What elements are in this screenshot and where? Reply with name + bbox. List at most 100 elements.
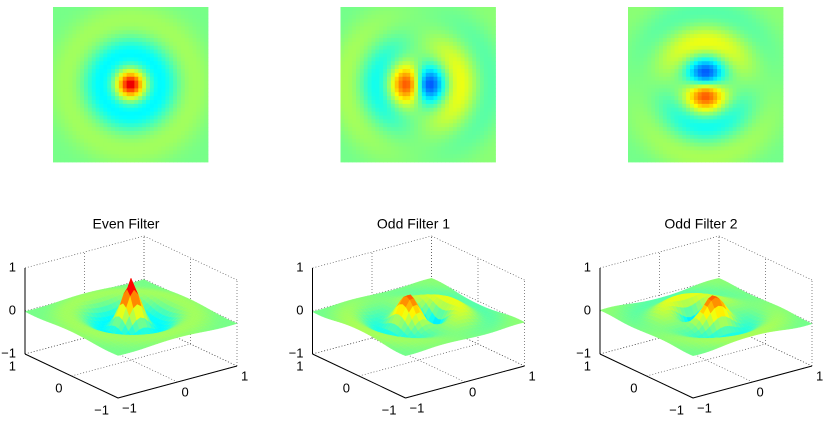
heatmap-cell: [390, 127, 396, 132]
heatmap-cell: [99, 111, 104, 116]
heatmap-cell: [142, 100, 147, 105]
heatmap-cell: [491, 96, 496, 101]
heatmap-cell: [394, 107, 400, 113]
heatmap-cell: [91, 154, 97, 159]
heatmap-cell: [394, 38, 400, 43]
heatmap-cell: [134, 22, 139, 27]
heatmap-cell: [352, 111, 357, 116]
heatmap-cell: [126, 49, 131, 54]
heatmap-cell: [429, 123, 434, 128]
heatmap-cell: [452, 18, 458, 23]
heatmap-cell: [460, 127, 465, 132]
heatmap-cell: [437, 158, 442, 163]
heatmap-cell: [491, 88, 496, 93]
heatmap-cell: [126, 38, 131, 43]
heatmap-cell: [68, 103, 73, 109]
heatmap-cell: [379, 150, 384, 155]
heatmap-cell: [177, 53, 182, 58]
heatmap-cell: [387, 18, 392, 23]
heatmap-cell: [130, 45, 135, 51]
heatmap-cell: [491, 158, 496, 163]
heatmap-cell: [184, 111, 190, 116]
heatmap-cell: [371, 57, 376, 62]
heatmap-cell: [375, 26, 380, 31]
heatmap-cell: [356, 61, 361, 66]
heatmap-cell: [452, 154, 458, 159]
heatmap-cell: [394, 115, 400, 120]
heatmap-cell: [445, 107, 450, 113]
heatmap-cell: [165, 154, 170, 159]
heatmap-cell: [68, 10, 73, 16]
heatmap-cell: [344, 123, 349, 128]
heatmap-cell: [429, 10, 434, 16]
heatmap-cell: [464, 154, 469, 159]
heatmap-cell: [196, 134, 201, 140]
heatmap-cell: [180, 30, 186, 35]
heatmap-cell: [192, 76, 197, 82]
heatmap-cell: [161, 76, 166, 82]
heatmap-cell: [460, 92, 465, 97]
heatmap-cell: [95, 142, 100, 147]
heatmap-cell: [371, 150, 376, 155]
heatmap-cell: [460, 84, 465, 89]
heatmap-cell: [456, 107, 462, 113]
heatmap-cell: [53, 45, 58, 51]
heatmap-cell: [472, 69, 477, 74]
heatmap-cell: [84, 57, 89, 62]
heatmap-cell: [184, 26, 190, 31]
heatmap-cell: [200, 127, 205, 132]
heatmap-cell: [437, 61, 442, 66]
heatmap-cell: [192, 150, 197, 155]
heatmap-cell: [118, 14, 124, 20]
heatmap-cell: [379, 131, 384, 136]
heatmap-cell: [138, 53, 143, 58]
heatmap-cell: [379, 80, 384, 85]
heatmap-cell: [99, 14, 104, 20]
heatmap-cell: [371, 61, 376, 66]
heatmap-cell: [363, 92, 369, 97]
heatmap-cell: [161, 45, 166, 51]
heatmap-cell: [126, 53, 131, 58]
heatmap-cell: [348, 111, 353, 116]
heatmap-cell: [487, 65, 493, 70]
heatmap-cell: [91, 72, 97, 78]
heatmap-cell: [480, 41, 485, 47]
heatmap-cell: [356, 107, 361, 113]
heatmap-cell: [126, 26, 131, 31]
heatmap-cell: [367, 69, 372, 74]
heatmap-cell: [410, 92, 415, 97]
heatmap-cell: [352, 61, 357, 66]
heatmap-cell: [111, 142, 116, 147]
heatmap-cell: [414, 92, 419, 97]
heatmap-cell: [390, 111, 396, 116]
heatmap-cell: [406, 30, 411, 35]
heatmap-cell: [130, 115, 135, 120]
heatmap-cell: [95, 69, 100, 74]
heatmap-cell: [56, 41, 62, 47]
heatmap-cell: [204, 131, 209, 136]
heatmap-cell: [383, 111, 388, 116]
heatmap-cell: [441, 34, 446, 39]
heatmap-cell: [480, 88, 485, 93]
heatmap-cell: [375, 142, 380, 147]
heatmap-cell: [452, 10, 458, 16]
heatmap-cell: [146, 76, 151, 82]
heatmap-cell: [348, 146, 353, 151]
heatmap-cell: [184, 65, 190, 70]
heatmap-cell: [437, 107, 442, 113]
heatmap-cell: [340, 88, 345, 93]
heatmap-cell: [91, 18, 97, 23]
heatmap-cell: [180, 61, 186, 66]
heatmap-cell: [184, 150, 190, 155]
heatmap-cell: [180, 88, 186, 93]
heatmap-cell: [107, 142, 112, 147]
heatmap-cell: [414, 146, 419, 151]
heatmap-cell: [394, 10, 400, 16]
heatmap-cell: [72, 103, 77, 109]
heatmap-cell: [99, 38, 104, 43]
heatmap-cell: [445, 119, 450, 124]
heatmap-cell: [390, 61, 396, 66]
heatmap-cell: [130, 76, 135, 82]
heatmap-cell: [418, 10, 423, 16]
heatmap-cell: [84, 34, 89, 39]
